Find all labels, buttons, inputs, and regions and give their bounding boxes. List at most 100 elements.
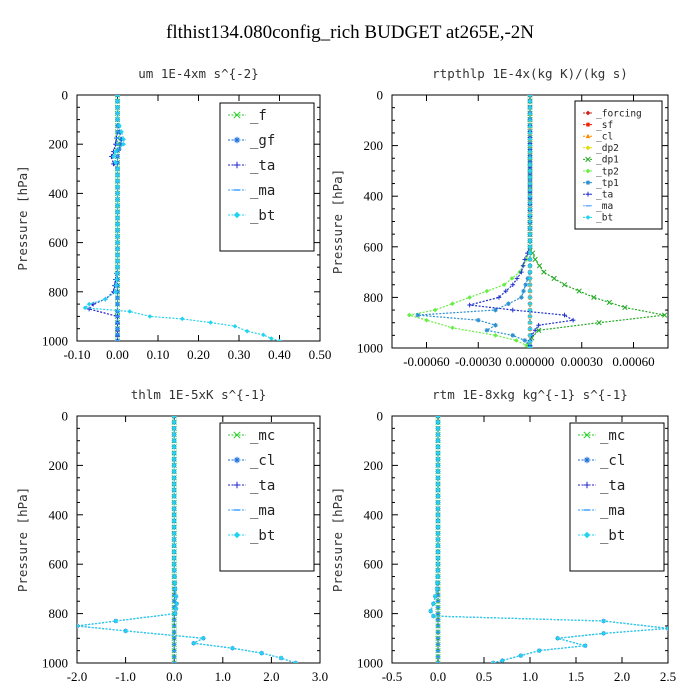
- legend-marker: [585, 145, 591, 151]
- y-tick-label: 400: [364, 507, 384, 522]
- data-point: [115, 240, 120, 245]
- data-point: [536, 263, 543, 269]
- data-point: [86, 301, 92, 307]
- y-tick-label: 400: [364, 189, 384, 204]
- series-line: [469, 95, 575, 348]
- data-point: [431, 601, 436, 607]
- data-point: [527, 200, 533, 205]
- data-point: [435, 518, 441, 524]
- data-point: [127, 309, 132, 314]
- data-point: [527, 301, 533, 307]
- legend-marker: [233, 111, 241, 119]
- data-point: [527, 276, 533, 281]
- data-point: [191, 640, 196, 646]
- data-point: [113, 149, 118, 154]
- data-point: [500, 658, 505, 663]
- data-point: [510, 307, 516, 313]
- data-point: [509, 276, 515, 281]
- data-point: [435, 469, 441, 474]
- data-point: [661, 312, 668, 318]
- x-tick-label: 2.5: [660, 669, 676, 684]
- data-point: [527, 282, 533, 288]
- legend-label: _f: [250, 108, 267, 124]
- data-point: [172, 574, 177, 579]
- y-tick-label: 600: [49, 235, 69, 250]
- y-tick-label: 1000: [42, 334, 68, 349]
- data-point: [527, 187, 533, 193]
- data-point: [555, 636, 560, 641]
- data-point: [527, 320, 533, 325]
- data-point: [435, 543, 441, 548]
- panel-title: rtpthlp 1E-4x(kg K)/(kg s): [432, 66, 628, 81]
- y-tick-label: 400: [49, 186, 69, 201]
- data-point: [173, 594, 179, 599]
- data-point: [113, 283, 119, 288]
- data-point: [174, 601, 179, 607]
- data-point: [172, 580, 178, 586]
- data-point: [171, 419, 177, 425]
- y-axis-label: Pressure [hPa]: [330, 487, 345, 592]
- legend: _mc _cl _ta _ma _bt: [219, 422, 315, 572]
- data-point: [522, 338, 528, 343]
- y-tick-label: 600: [364, 239, 384, 254]
- y-tick-label: 800: [364, 606, 384, 621]
- data-point: [435, 432, 441, 437]
- data-point: [514, 276, 520, 281]
- series-bt: [428, 416, 668, 663]
- legend-marker: [233, 531, 241, 539]
- legend-marker: [585, 156, 591, 163]
- legend-label: _bt: [250, 528, 275, 544]
- data-point: [484, 288, 490, 294]
- data-point: [171, 432, 177, 437]
- data-point: [103, 296, 108, 302]
- data-point: [277, 338, 282, 341]
- data-point: [415, 312, 421, 318]
- data-point: [232, 323, 238, 329]
- series-tp1: [415, 95, 533, 348]
- legend-marker: [585, 191, 591, 197]
- data-point: [113, 289, 118, 295]
- data-point: [115, 117, 120, 122]
- x-tick-label: -1.0: [115, 669, 136, 684]
- data-point: [527, 288, 533, 294]
- series-ta: [86, 95, 120, 341]
- data-point: [518, 653, 524, 658]
- data-point: [77, 623, 80, 629]
- data-point: [527, 345, 533, 348]
- data-point: [171, 660, 177, 663]
- data-point: [467, 295, 472, 300]
- data-point: [520, 263, 526, 269]
- legend: _forcing_sf_cl_dp2_dp1_tp2_tp1_ta_ma_bt: [574, 100, 663, 230]
- data-point: [171, 512, 177, 518]
- data-point: [171, 500, 177, 505]
- legend-label: _ma: [250, 503, 275, 519]
- data-point: [431, 613, 436, 619]
- series-layer: [406, 95, 668, 348]
- legend-label: _dp2: [596, 143, 619, 154]
- data-point: [527, 238, 533, 243]
- data-point: [513, 338, 519, 343]
- data-point: [115, 228, 120, 233]
- x-tick-label: 0.000000: [506, 354, 555, 369]
- data-point: [527, 206, 533, 212]
- data-point: [527, 219, 533, 224]
- legend-label: _tp1: [596, 178, 619, 189]
- panel-4: rtm 1E-8xkg kg^{-1} s^{-1} Pressure [hPa]…: [330, 387, 676, 684]
- x-tick-label: 0.00060: [612, 354, 654, 369]
- y-tick-label: 0: [62, 409, 69, 424]
- data-point: [527, 307, 533, 313]
- data-point: [435, 493, 441, 499]
- x-tick-label: 0.0: [166, 669, 182, 684]
- data-point: [527, 174, 533, 180]
- data-point: [434, 586, 440, 592]
- data-point: [173, 606, 179, 611]
- series-ta: [467, 95, 576, 348]
- data-point: [527, 257, 533, 262]
- legend-marker: [585, 168, 591, 174]
- data-point: [86, 306, 92, 312]
- data-point: [527, 149, 533, 155]
- data-point: [172, 568, 177, 573]
- data-point: [527, 314, 533, 319]
- y-tick-label: 1000: [357, 656, 383, 671]
- data-point: [114, 271, 120, 276]
